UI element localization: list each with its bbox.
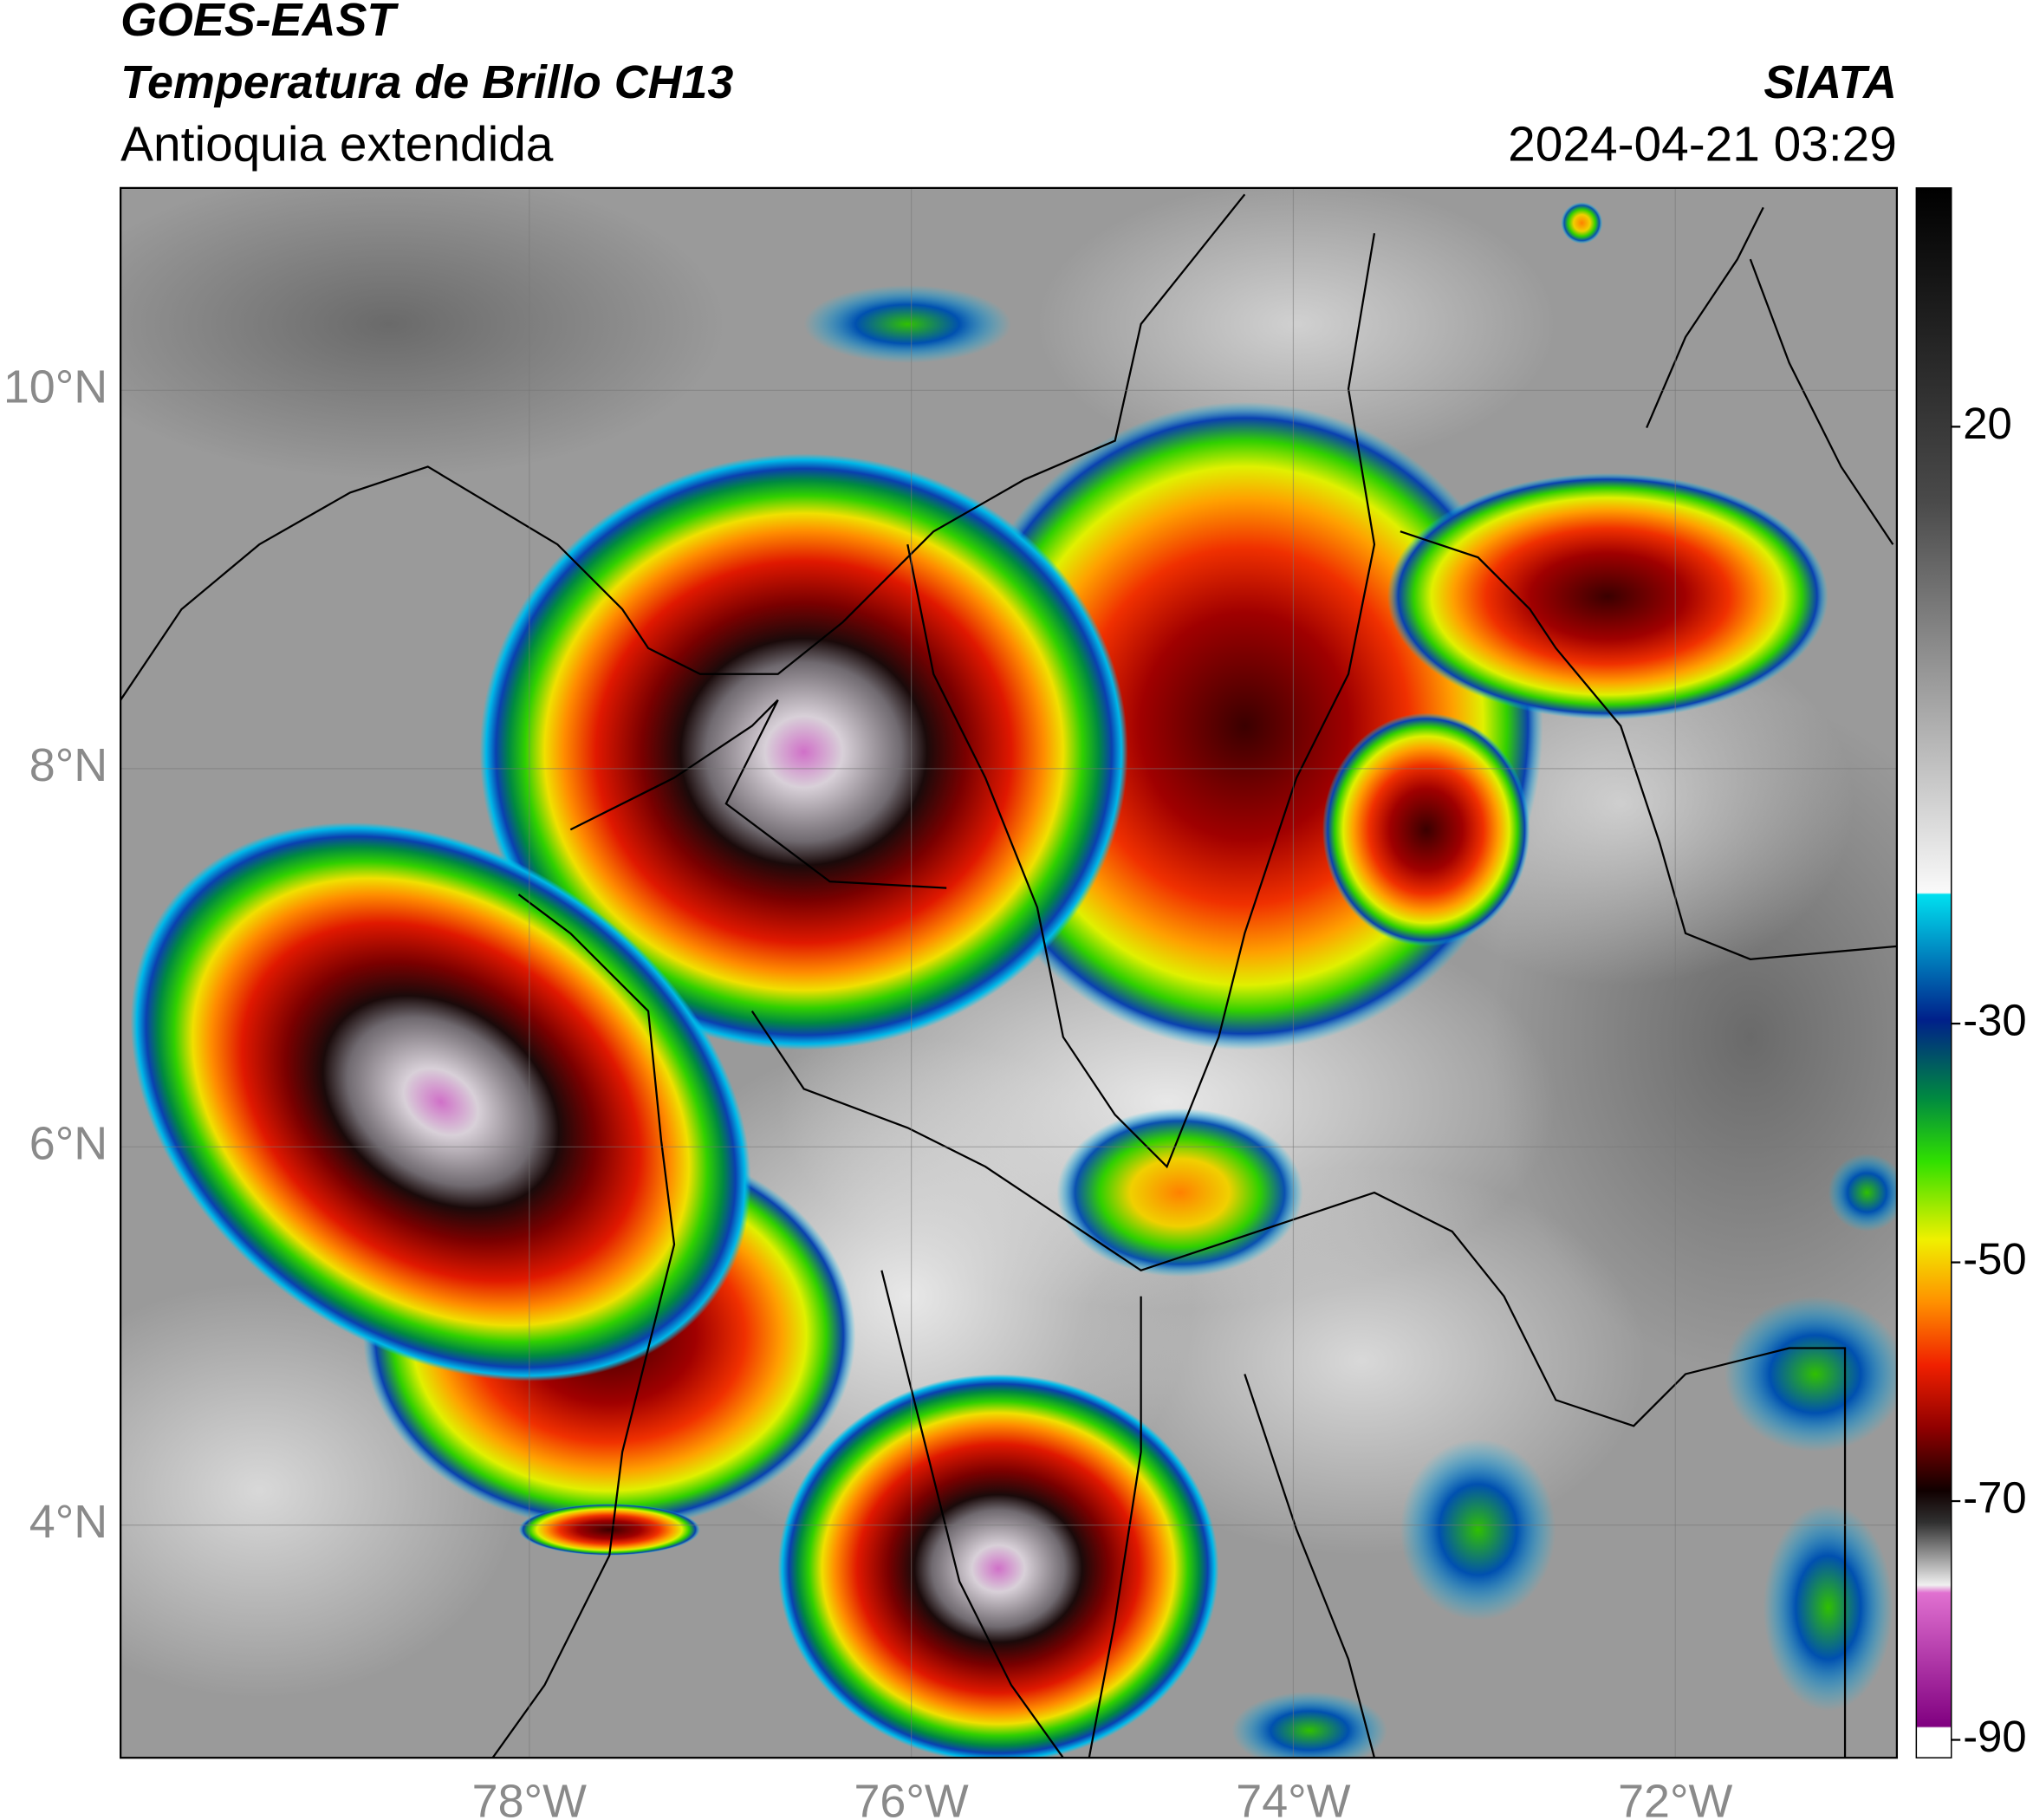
cold-cloud (1828, 1154, 1897, 1232)
y-tick-label: 6°N (29, 1118, 107, 1170)
storm (130, 822, 751, 1381)
title: GOES-EAST (120, 0, 399, 46)
y-tick-label: 10°N (3, 361, 107, 413)
region: Antioquia extendida (120, 118, 554, 172)
boundaries (120, 193, 1897, 1758)
colorbar-tick-label: -70 (1963, 1472, 2027, 1522)
y-tick-label: 4°N (29, 1496, 107, 1548)
product: Temperatura de Brillo CH13 (120, 56, 733, 108)
cold-cloud (1400, 1439, 1556, 1621)
colorbar-tick-label: -50 (1963, 1234, 2027, 1284)
storm (1322, 712, 1530, 946)
x-tick-label: 74°W (1236, 1775, 1350, 1820)
border (569, 699, 947, 889)
cloud (120, 187, 726, 480)
graticule (120, 187, 1897, 1758)
colorbar (1915, 187, 1952, 1758)
storm (1387, 472, 1828, 720)
x-tick-label: 76°W (854, 1775, 968, 1820)
map-frame (120, 186, 1899, 1759)
cold-cloud (1231, 1691, 1387, 1758)
cloud (1037, 187, 1556, 467)
border (906, 233, 1376, 1169)
map-ticks: 78°W 76°W 74°W 72°W 10°N 8°N 6°N 4°N (3, 361, 1733, 1820)
colorbar-tick-label: -30 (1963, 996, 2027, 1045)
satellite-image (120, 187, 1897, 1758)
colorbar-ticks: 20 -30 -50 -70 -90 (1951, 399, 2027, 1761)
border (1400, 530, 1897, 960)
datetime: 2024-04-21 03:29 (1508, 118, 1897, 172)
colorbar-tick-label: 20 (1963, 399, 2012, 448)
x-tick-label: 78°W (472, 1775, 587, 1820)
y-tick-label: 8°N (29, 739, 107, 791)
agency: SIATA (1763, 56, 1897, 108)
storm (1056, 1108, 1303, 1277)
cold-cloud (1724, 1296, 1897, 1453)
cold-cloud (1763, 1504, 1893, 1712)
x-tick-label: 72°W (1618, 1775, 1732, 1820)
cold-cloud (1561, 202, 1603, 244)
border (880, 1270, 1376, 1758)
coastline (1646, 206, 1894, 545)
storm (518, 1504, 700, 1556)
cold-cloud (803, 285, 1012, 363)
coastline (491, 894, 676, 1758)
border (750, 1011, 1847, 1758)
storm (479, 453, 1128, 1050)
storm (777, 1374, 1219, 1758)
colorbar-tick-label: -90 (1963, 1712, 2027, 1761)
coastline (120, 193, 1246, 701)
